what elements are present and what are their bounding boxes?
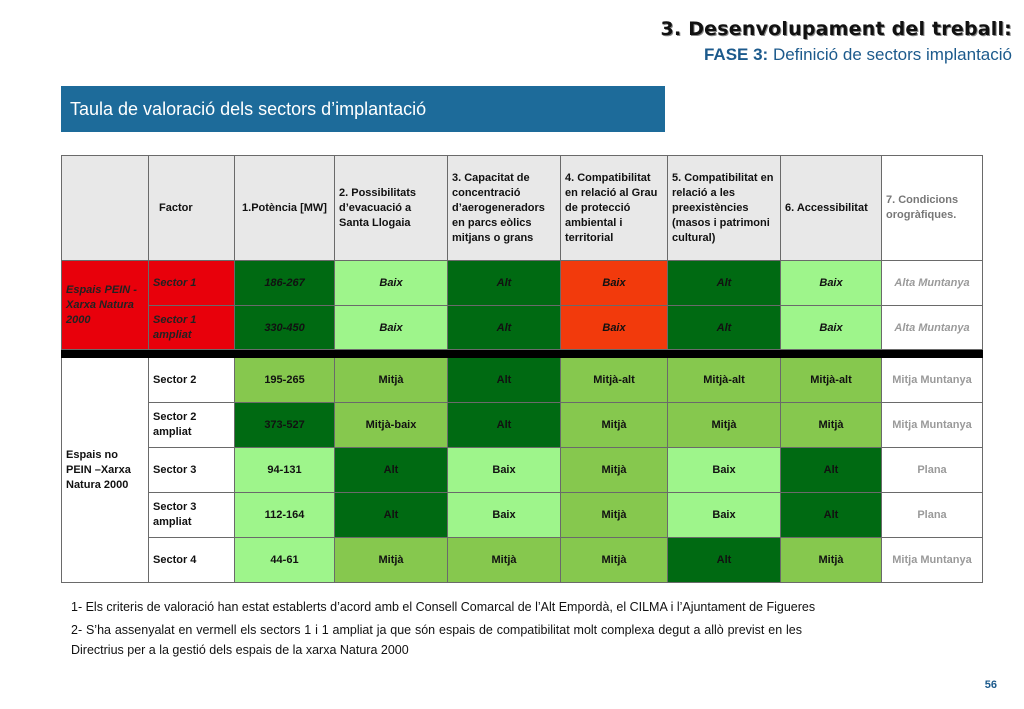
table-row: Espais no PEIN –Xarxa Natura 2000 Sector… [61,357,983,583]
group-label-pein: Espais PEIN - Xarxa Natura 2000 [61,260,149,350]
header-corner-cell [61,155,149,261]
footnote-1: 1- Els criteris de valoració han estat e… [71,600,816,614]
value-cell: Alt [667,260,781,306]
value-cell: Mitjà-baix [334,402,448,448]
header-accessibilitat: 6. Accessibilitat [780,155,882,261]
header-compat-proteccio: 4. Compatibilitat en relació al Grau de … [560,155,668,261]
value-cell: Mitja Muntanya [881,402,983,448]
table-row: Sector 2 ampliat 373-527 Mitjà-baix Alt … [62,402,983,448]
value-cell: Mitjà-alt [667,357,781,403]
value-cell: Alt [447,402,561,448]
value-cell: Mitjà [447,537,561,583]
value-cell: Mitja Muntanya [881,537,983,583]
value-cell: Baix [560,260,668,306]
header-orografiques: 7. Condicions orogràfiques. [881,155,983,261]
header-compat-preexistencies: 5. Compatibilitat en relació a les preex… [667,155,781,261]
value-cell: Alt [780,492,882,538]
value-cell: Alt [667,305,781,350]
value-cell: Baix [560,305,668,350]
value-cell: Mitjà [560,447,668,493]
value-cell: Alt [447,305,561,350]
sector-label: Sector 2 [148,357,235,403]
value-cell: Baix [780,305,882,350]
value-cell: 44-61 [234,537,335,583]
value-cell: Alt [667,537,781,583]
banner-title: Taula de valoració dels sectors d’implan… [70,98,427,119]
value-cell: 186-267 [234,260,335,306]
header-capacitat: 3. Capacitat de concentració d’aerogener… [447,155,561,261]
value-cell: Baix [447,492,561,538]
sector-label: Sector 1 ampliat [148,305,235,350]
value-cell: 112-164 [234,492,335,538]
valuation-table: Factor 1.Potència [MW] 2. Possibilitats … [61,155,983,583]
table-row: Sector 1 ampliat 330-450 Baix Alt Baix A… [62,305,983,350]
value-cell: Mitjà [667,402,781,448]
table-row: Sector 3 94-131 Alt Baix Mitjà Baix Alt … [62,447,983,493]
value-cell: Baix [334,305,448,350]
sector-label: Sector 2 ampliat [148,402,235,448]
header-evacuacio: 2. Possibilitats d’evacuació a Santa Llo… [334,155,448,261]
sector-label: Sector 3 [148,447,235,493]
value-cell: Alt [447,260,561,306]
value-cell: Mitjà-alt [560,357,668,403]
value-cell: Baix [667,447,781,493]
group-separator [61,349,983,358]
sector-label: Sector 3 ampliat [148,492,235,538]
value-cell: Alt [334,447,448,493]
value-cell: Baix [447,447,561,493]
sector-label: Sector 4 [148,537,235,583]
value-cell: Mitjà [780,402,882,448]
value-cell: Mitjà [560,402,668,448]
table-row: Espais PEIN - Xarxa Natura 2000 Sector 1… [61,260,983,350]
table-row: Sector 4 44-61 Mitjà Mitjà Mitjà Alt Mit… [62,537,983,583]
header-potencia: 1.Potència [MW] [234,155,335,261]
value-cell: Mitjà [334,537,448,583]
section-subtitle: FASE 3: Definició de sectors implantació [704,45,1012,65]
value-cell: Alta Muntanya [881,305,983,350]
phase-label: FASE 3: [703,45,769,64]
footnote-2: 2- S’ha assenyalat en vermell els sector… [71,623,802,657]
value-cell: 373-527 [234,402,335,448]
header-factor: Factor [148,155,235,261]
value-cell: Mitja Muntanya [881,357,983,403]
value-cell: Baix [334,260,448,306]
value-cell: Alta Muntanya [881,260,983,306]
value-cell: Mitjà [560,492,668,538]
group-label-no-pein: Espais no PEIN –Xarxa Natura 2000 [61,357,149,583]
value-cell: Mitjà [334,357,448,403]
phase-text: Definició de sectors implantació [768,45,1012,64]
value-cell: Plana [881,447,983,493]
table-row: Sector 3 ampliat 112-164 Alt Baix Mitjà … [62,492,983,538]
value-cell: Alt [780,447,882,493]
value-cell: Baix [667,492,781,538]
page-number: 56 [984,679,997,691]
section-title: 3. Desenvolupament del treball: [660,18,1012,40]
value-cell: 195-265 [234,357,335,403]
sector-label: Sector 1 [148,260,235,306]
value-cell: Mitjà [560,537,668,583]
value-cell: Mitjà [780,537,882,583]
table-banner: Taula de valoració dels sectors d’implan… [61,86,665,132]
table-header-row: Factor 1.Potència [MW] 2. Possibilitats … [61,155,983,261]
value-cell: 330-450 [234,305,335,350]
value-cell: Alt [447,357,561,403]
value-cell: Plana [881,492,983,538]
value-cell: Mitjà-alt [780,357,882,403]
value-cell: Alt [334,492,448,538]
separator-bar [61,349,983,358]
value-cell: 94-131 [234,447,335,493]
value-cell: Baix [780,260,882,306]
